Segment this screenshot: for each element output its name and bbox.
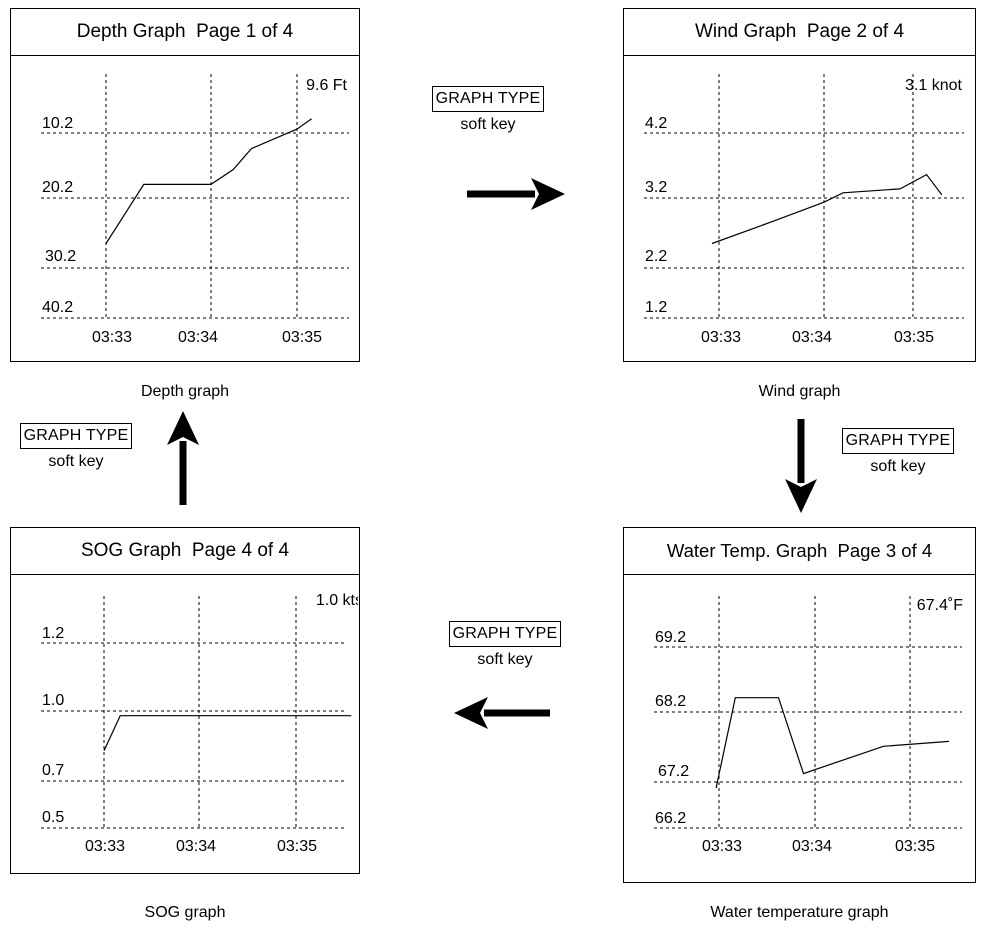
x-tick-label: 03:33 (85, 838, 125, 855)
depth-graph-panel: Depth Graph Page 1 of 4 9.6 Ft 10.2 20.2… (10, 8, 360, 362)
x-tick-label: 03:34 (792, 838, 832, 855)
y-tick-label: 20.2 (42, 179, 73, 196)
y-tick-label: 66.2 (655, 810, 686, 827)
arrow-up-icon (167, 411, 199, 505)
y-tick-label: 1.2 (42, 625, 64, 642)
water-temp-graph-panel: Water Temp. Graph Page 3 of 4 67.4˚F 69.… (623, 527, 976, 883)
arrow-down-icon (785, 419, 817, 513)
wind-graph-title: Wind Graph Page 2 of 4 (624, 9, 975, 56)
sog-series-line (103, 715, 352, 751)
y-tick-label: 1.0 (42, 692, 64, 709)
water-temp-graph-title: Water Temp. Graph Page 3 of 4 (624, 528, 975, 575)
water-temp-graph-plot: 67.4˚F 69.2 68.2 67.2 66.2 03:33 03:34 0… (654, 596, 963, 855)
y-tick-label: 2.2 (645, 248, 667, 265)
y-tick-label: 40.2 (42, 299, 73, 316)
y-tick-label: 69.2 (655, 629, 686, 646)
arrow-left-icon (454, 697, 550, 729)
soft-key-text: soft key (870, 458, 926, 475)
soft-key-left: GRAPH TYPE soft key (0, 423, 152, 471)
graph-type-key-label: GRAPH TYPE (448, 621, 562, 647)
readout: 67.4˚F (917, 597, 963, 614)
x-tick-label: 03:35 (895, 838, 935, 855)
graph-type-key-label: GRAPH TYPE (431, 86, 545, 112)
sog-graph-panel: SOG Graph Page 4 of 4 1.0 kts 1.2 1.0 0.… (10, 527, 360, 874)
readout: 3.1 knot (905, 77, 962, 94)
grid (654, 596, 962, 829)
x-tick-label: 03:34 (792, 329, 832, 346)
x-tick-label: 03:33 (702, 838, 742, 855)
wind-graph-caption: Wind graph (758, 383, 841, 400)
x-tick-label: 03:33 (701, 329, 741, 346)
y-tick-label: 0.7 (42, 762, 64, 779)
sog-graph-caption: SOG graph (144, 904, 226, 921)
y-tick-label: 0.5 (42, 809, 64, 826)
y-tick-label: 68.2 (655, 693, 686, 710)
x-tick-label: 03:35 (277, 838, 317, 855)
water-temp-series-line (715, 697, 950, 789)
y-tick-label: 10.2 (42, 115, 73, 132)
depth-graph-plot: 9.6 Ft 10.2 20.2 30.2 40.2 03:33 03:34 0… (41, 74, 349, 346)
soft-key-text: soft key (477, 651, 533, 668)
y-tick-label: 1.2 (645, 299, 667, 316)
graph-type-key-label: GRAPH TYPE (19, 423, 133, 449)
soft-key-text: soft key (460, 116, 516, 133)
sog-graph-title: SOG Graph Page 4 of 4 (11, 528, 359, 575)
grid (41, 74, 349, 319)
grid (41, 596, 346, 829)
y-tick-label: 30.2 (45, 248, 76, 265)
wind-graph-panel: Wind Graph Page 2 of 4 3.1 knot 4.2 3.2 … (623, 8, 976, 362)
x-tick-label: 03:35 (282, 329, 322, 346)
graph-type-key-label: GRAPH TYPE (841, 428, 955, 454)
x-tick-label: 03:34 (178, 329, 218, 346)
wind-graph-plot: 3.1 knot 4.2 3.2 2.2 1.2 03:33 03:34 03:… (644, 74, 964, 346)
y-tick-label: 67.2 (658, 763, 689, 780)
depth-series-line (105, 118, 312, 244)
y-tick-label: 3.2 (645, 179, 667, 196)
x-tick-label: 03:33 (92, 329, 132, 346)
readout: 9.6 Ft (306, 77, 347, 94)
soft-key-right: GRAPH TYPE soft key (818, 428, 978, 476)
water-temp-graph-caption: Water temperature graph (710, 904, 889, 921)
soft-key-top: GRAPH TYPE soft key (418, 86, 558, 134)
sog-graph-plot: 1.0 kts 1.2 1.0 0.7 0.5 03:33 03:34 03:3… (41, 592, 358, 855)
soft-key-text: soft key (48, 453, 104, 470)
x-tick-label: 03:35 (894, 329, 934, 346)
readout: 1.0 kts (316, 592, 358, 609)
soft-key-bottom: GRAPH TYPE soft key (430, 621, 580, 669)
wind-series-line (711, 173, 943, 245)
depth-graph-title: Depth Graph Page 1 of 4 (11, 9, 359, 56)
arrow-right-icon (467, 178, 565, 210)
x-tick-label: 03:34 (176, 838, 216, 855)
depth-graph-caption: Depth graph (140, 383, 230, 400)
grid (644, 74, 964, 319)
y-tick-label: 4.2 (645, 115, 667, 132)
